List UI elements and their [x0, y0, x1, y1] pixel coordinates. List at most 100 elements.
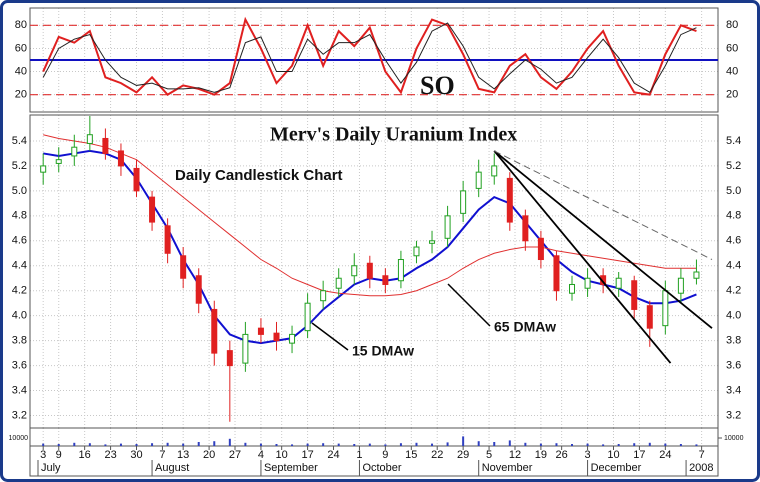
y-tick-label: 60: [15, 42, 27, 54]
candle-body: [335, 277, 342, 289]
volume-bar: [353, 444, 356, 446]
volume-bar: [446, 442, 449, 446]
trend-line: [493, 150, 672, 364]
chart-title: Merv's Daily Uranium Index: [270, 124, 517, 146]
candle-body: [615, 277, 622, 289]
candle-body: [55, 159, 62, 164]
y-tick-label: 20: [15, 89, 27, 101]
volume-bar: [602, 444, 605, 446]
candle-body: [71, 146, 78, 157]
volume-bar: [57, 444, 60, 446]
volume-bar: [42, 443, 45, 446]
y-tick-label: 5.4: [12, 135, 27, 147]
volume-bar: [213, 441, 216, 446]
month-label: November: [482, 462, 533, 474]
y-tick-label: 4.4: [12, 260, 27, 272]
candle-body: [584, 277, 591, 289]
volume-bar: [306, 443, 309, 446]
x-tick-label: 26: [556, 449, 568, 461]
y-tick-label: 4.2: [12, 285, 27, 297]
candle-body: [257, 327, 264, 335]
y-tick-label: 3.4: [12, 384, 27, 396]
candle-body: [195, 275, 202, 304]
y-tick-label: 4.6: [726, 235, 741, 247]
x-tick-label: 17: [301, 449, 313, 461]
candle-body: [273, 332, 280, 342]
candle-body: [382, 275, 389, 285]
x-tick-label: 22: [431, 449, 443, 461]
callout-line: [311, 322, 349, 351]
candle-body: [86, 134, 93, 144]
candle-body: [537, 237, 544, 261]
candle-body: [304, 302, 311, 332]
candle-body: [693, 271, 700, 279]
volume-bar: [182, 443, 185, 446]
volume-bar: [244, 442, 247, 446]
so-line: [42, 22, 697, 94]
volume-bar: [571, 444, 574, 446]
so-label: SO: [420, 71, 455, 100]
volume-bar: [291, 444, 294, 446]
y-tick-label: 3.6: [726, 360, 741, 372]
candle-body: [351, 265, 358, 277]
x-tick-label: 24: [327, 449, 339, 461]
volume-bar: [368, 443, 371, 446]
x-tick-label: 13: [177, 449, 189, 461]
y-tick-label: 5.0: [12, 185, 27, 197]
callout-line: [447, 283, 491, 327]
volume-bar: [648, 442, 651, 446]
volume-bar: [337, 443, 340, 446]
y-tick-label: 80: [15, 19, 27, 31]
candle-body: [506, 177, 513, 223]
candle-body: [164, 225, 171, 254]
candle-body: [662, 290, 669, 327]
x-tick-label: 3: [585, 449, 591, 461]
y-tick-label: 3.4: [726, 384, 741, 396]
y-tick-label: 5.2: [12, 160, 27, 172]
x-tick-label: 1: [356, 449, 362, 461]
volume-bar: [119, 443, 122, 446]
y-tick-label: 10000: [724, 435, 744, 442]
series-label: 15 DMAw: [352, 343, 414, 359]
candle-body: [366, 262, 373, 279]
x-tick-label: 19: [535, 449, 547, 461]
x-tick-label: 9: [56, 449, 62, 461]
x-tick-label: 29: [457, 449, 469, 461]
volume-bar: [539, 443, 542, 446]
x-tick-label: 15: [405, 449, 417, 461]
volume-bar: [415, 442, 418, 446]
y-tick-label: 4.2: [726, 285, 741, 297]
volume-bar: [88, 443, 91, 446]
candle-body: [491, 165, 498, 177]
volume-bar: [228, 438, 231, 446]
y-tick-label: 60: [726, 42, 738, 54]
series-label: 65 DMAw: [494, 319, 556, 335]
month-label: July: [41, 462, 61, 474]
volume-bar: [73, 442, 76, 446]
y-tick-label: 5.4: [726, 135, 741, 147]
candle-body: [242, 333, 249, 364]
candle-body: [180, 255, 187, 279]
y-tick-label: 4.4: [726, 260, 741, 272]
month-label: August: [155, 462, 189, 474]
y-tick-label: 4.0: [12, 310, 27, 322]
x-tick-label: 5: [486, 449, 492, 461]
date-axis: [29, 445, 719, 477]
y-tick-label: 40: [15, 65, 27, 77]
volume-bar: [151, 443, 154, 446]
volume-bar: [399, 443, 402, 446]
volume-bar: [586, 443, 589, 446]
y-tick-label: 3.6: [12, 360, 27, 372]
y-tick-label: 4.0: [726, 310, 741, 322]
candle-body: [553, 255, 560, 292]
y-tick-label: 4.8: [12, 210, 27, 222]
trend-line: [494, 150, 713, 260]
volume-bar: [197, 442, 200, 446]
x-tick-label: 4: [258, 449, 264, 461]
volume-bar: [104, 444, 107, 446]
candle-body: [522, 215, 529, 242]
volume-bar: [679, 444, 682, 446]
candle-body: [429, 240, 436, 244]
so-line: [42, 16, 697, 96]
